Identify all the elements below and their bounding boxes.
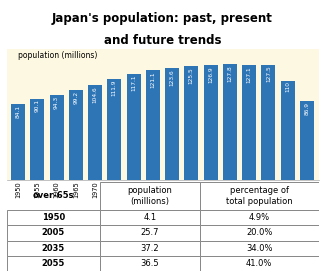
Bar — [100, 225, 200, 241]
Bar — [6, 210, 100, 225]
Bar — [262, 65, 275, 180]
Text: 2005: 2005 — [42, 228, 65, 237]
Bar — [200, 182, 318, 210]
Text: 110: 110 — [285, 81, 290, 92]
Text: 20.0%: 20.0% — [246, 228, 272, 237]
Text: 125.5: 125.5 — [189, 67, 194, 84]
Bar — [185, 66, 198, 180]
Text: 117.1: 117.1 — [131, 75, 136, 92]
Text: 1950: 1950 — [42, 213, 65, 222]
Text: 2055: 2055 — [42, 259, 65, 268]
Text: 36.5: 36.5 — [141, 259, 159, 268]
Text: 34.0%: 34.0% — [246, 244, 272, 253]
Text: 84.1: 84.1 — [16, 105, 20, 118]
Bar — [146, 70, 160, 180]
Text: 104.6: 104.6 — [93, 86, 97, 103]
Bar — [300, 101, 314, 180]
Text: 121.1: 121.1 — [150, 71, 155, 88]
Text: 2035: 2035 — [42, 244, 65, 253]
Text: 94.3: 94.3 — [54, 96, 59, 109]
Bar — [30, 99, 44, 180]
Bar — [100, 210, 200, 225]
Text: 4.1: 4.1 — [143, 213, 157, 222]
Bar — [6, 225, 100, 241]
Text: 123.6: 123.6 — [170, 69, 175, 86]
Text: 111.9: 111.9 — [112, 80, 117, 96]
Text: 25.7: 25.7 — [141, 228, 159, 237]
Text: population (millions): population (millions) — [18, 51, 98, 60]
Bar — [50, 95, 63, 180]
Text: 41.0%: 41.0% — [246, 259, 272, 268]
Bar — [223, 64, 237, 180]
Bar — [6, 241, 100, 256]
Bar — [200, 210, 318, 225]
Bar — [6, 256, 100, 271]
Text: 37.2: 37.2 — [141, 244, 159, 253]
Bar — [204, 65, 217, 180]
Bar — [242, 65, 256, 180]
Bar — [165, 68, 179, 180]
Bar — [69, 90, 83, 180]
Bar — [100, 256, 200, 271]
Bar — [281, 80, 295, 180]
Text: over-65s: over-65s — [32, 191, 74, 200]
Text: percentage of
total population: percentage of total population — [226, 186, 292, 206]
Text: 126.9: 126.9 — [208, 66, 213, 83]
Bar — [108, 79, 121, 180]
Bar — [200, 225, 318, 241]
Bar — [200, 256, 318, 271]
Text: 127.1: 127.1 — [247, 66, 252, 83]
Text: 4.9%: 4.9% — [249, 213, 270, 222]
Text: 127.5: 127.5 — [266, 66, 271, 82]
Text: 86.9: 86.9 — [305, 102, 309, 115]
Bar — [100, 182, 200, 210]
Text: 127.8: 127.8 — [227, 65, 232, 82]
Text: and future trends: and future trends — [104, 34, 221, 47]
Bar — [11, 104, 25, 180]
Text: 90.1: 90.1 — [35, 99, 40, 112]
Bar — [127, 74, 140, 180]
Text: 99.2: 99.2 — [73, 91, 78, 104]
Text: Japan's population: past, present: Japan's population: past, present — [52, 12, 273, 25]
Text: population
(millions): population (millions) — [128, 186, 173, 206]
Bar — [200, 241, 318, 256]
Bar — [100, 241, 200, 256]
Bar — [88, 85, 102, 180]
